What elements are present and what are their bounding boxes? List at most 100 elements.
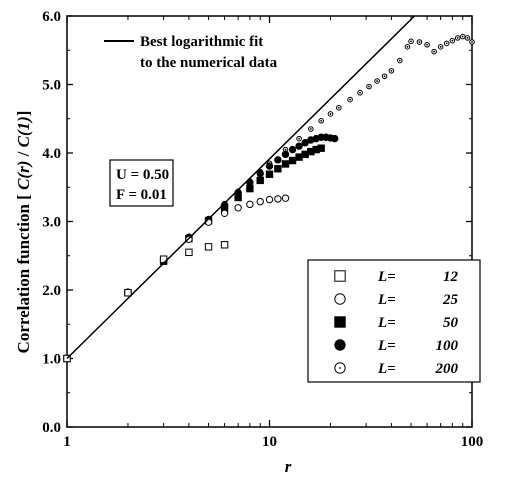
- y-tick-label: 6.0: [42, 9, 61, 25]
- x-tick-label: 10: [262, 434, 277, 450]
- y-axis-title-part-4: C(1): [14, 116, 33, 147]
- parameter-u: U = 0.50: [116, 167, 169, 183]
- x-axis-ticks: 1 10 100: [63, 16, 483, 450]
- legend-entry-100: L= 100: [334, 338, 459, 354]
- data-point-dot: [471, 41, 473, 43]
- fit-legend: Best logarithmic fit to the numerical da…: [104, 34, 278, 71]
- legend-prefix: L=: [377, 292, 396, 308]
- data-point-dot: [298, 137, 300, 140]
- data-point: [234, 204, 242, 212]
- data-point: [416, 39, 423, 45]
- data-point-dot: [359, 91, 361, 94]
- data-point: [381, 73, 388, 80]
- data-point-dot: [383, 75, 386, 78]
- legend-value: 50: [443, 315, 459, 331]
- legend-marker-dot: [339, 367, 341, 369]
- data-point: [295, 153, 303, 161]
- data-point: [234, 193, 242, 202]
- y-axis-title-part-3: /: [14, 147, 33, 160]
- x-axis-title: r: [285, 457, 292, 476]
- fit-layer: [66, 15, 416, 360]
- legend-prefix: L=: [377, 315, 396, 331]
- data-point: [124, 289, 132, 297]
- data-point: [185, 248, 193, 257]
- data-point-dot: [418, 41, 421, 43]
- data-point: [469, 39, 475, 45]
- data-point: [281, 160, 290, 168]
- data-point: [281, 194, 290, 202]
- legend-prefix: L=: [377, 361, 396, 377]
- y-tick-label: 3.0: [42, 215, 61, 231]
- legend-marker: [334, 339, 346, 351]
- y-axis-title-part-2: C(r): [14, 161, 33, 190]
- data-point: [256, 176, 264, 185]
- y-tick-label: 1.0: [42, 352, 61, 368]
- data-point-dot: [439, 45, 442, 48]
- y-tick-label: 5.0: [42, 78, 61, 94]
- data-point-dot: [390, 69, 393, 72]
- legend-entry-25: L= 25: [334, 292, 459, 308]
- y-tick-label: 2.0: [42, 283, 61, 299]
- series-50: [63, 144, 325, 363]
- parameter-f: F = 0.01: [116, 187, 167, 203]
- series-100: [63, 133, 339, 363]
- legend-prefix: L=: [377, 338, 396, 354]
- data-point: [327, 111, 334, 117]
- data-point: [288, 156, 297, 165]
- data-point: [449, 37, 456, 44]
- legend-entry-50: L= 50: [334, 315, 459, 331]
- data-point-dot: [329, 113, 332, 115]
- y-axis-title: Correlation function [ C(r) / C(1)]: [14, 111, 33, 354]
- data-point: [388, 68, 395, 74]
- legend-prefix: L=: [377, 269, 396, 285]
- series-25: [63, 194, 290, 363]
- data-point: [357, 89, 363, 96]
- data-point: [318, 118, 324, 124]
- data-point: [464, 35, 471, 41]
- data-point: [336, 104, 342, 111]
- legend-value: 100: [436, 338, 459, 354]
- data-point: [331, 134, 339, 143]
- data-point: [281, 150, 290, 159]
- legend-value: 200: [435, 361, 459, 377]
- x-tick-label: 100: [461, 434, 484, 450]
- data-point-dot: [456, 37, 459, 39]
- data-point: [274, 165, 282, 173]
- data-point-dot: [337, 106, 340, 109]
- data-point-dot: [433, 50, 436, 53]
- data-point: [443, 40, 450, 47]
- data-point: [295, 142, 303, 150]
- data-point: [408, 38, 414, 45]
- data-point: [265, 162, 274, 170]
- data-point: [424, 41, 430, 48]
- y-axis-title-part-1: Correlation function [: [14, 190, 33, 354]
- data-point-dot: [349, 98, 351, 101]
- y-axis-title-part-5: ]: [14, 111, 33, 117]
- y-tick-label: 0.0: [42, 420, 61, 436]
- data-point: [396, 57, 403, 64]
- data-point-dot: [426, 43, 428, 46]
- legend-marker: [334, 270, 346, 282]
- series-12: [63, 241, 229, 363]
- legend-marker: [334, 316, 346, 328]
- data-point: [220, 241, 229, 249]
- legend-entry-200: L= 200: [334, 361, 459, 377]
- fit-line: [66, 15, 416, 360]
- data-point: [347, 96, 353, 103]
- legend-value: 12: [443, 269, 459, 285]
- fit-legend-label-line-1: Best logarithmic fit: [140, 34, 263, 50]
- data-point: [256, 197, 264, 206]
- y-tick-label: 4.0: [42, 146, 61, 162]
- legend-entry-12: L= 12: [334, 269, 459, 285]
- data-point: [459, 33, 466, 40]
- parameter-box: U = 0.50 F = 0.01: [109, 159, 174, 207]
- x-tick-label: 1: [63, 434, 71, 450]
- data-point: [317, 144, 325, 152]
- data-point-dot: [284, 148, 287, 151]
- legend-marker: [334, 293, 346, 305]
- data-point-dot: [368, 85, 370, 88]
- data-point-dot: [320, 119, 323, 122]
- data-point-dot: [406, 45, 409, 48]
- data-point-dot: [461, 35, 464, 38]
